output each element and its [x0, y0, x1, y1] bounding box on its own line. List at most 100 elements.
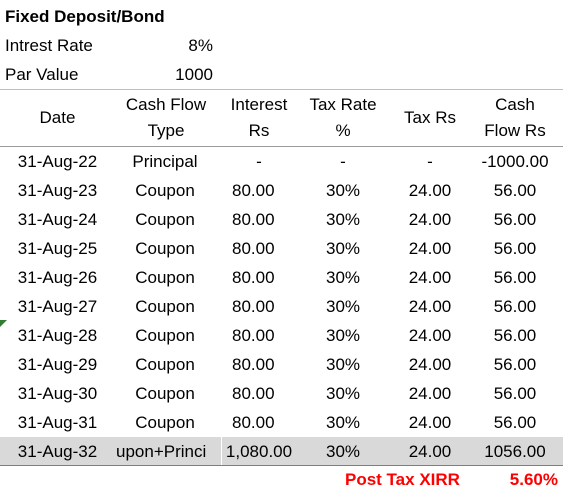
cell-tax-rate[interactable]: 30% — [325, 413, 361, 432]
cell-cash-flow[interactable]: 56.00 — [493, 326, 537, 345]
table-row: 31-Aug-30 Coupon 80.00 30% 24.00 56.00 — [0, 379, 563, 408]
cell-cash-flow[interactable]: 56.00 — [493, 268, 537, 287]
cell-cash-flow[interactable]: -1000.00 — [481, 152, 549, 171]
cell-cash-flow[interactable]: 56.00 — [493, 297, 537, 316]
cell-type[interactable]: Coupon — [135, 355, 195, 374]
cell-tax-rate[interactable]: 30% — [325, 384, 361, 403]
header-cf-line2: Flow Rs — [484, 121, 546, 140]
cell-tax-rate[interactable]: - — [340, 152, 346, 171]
header-interest-line1: Interest — [230, 95, 288, 114]
cell-tax-rate[interactable]: 30% — [325, 442, 361, 461]
cell-date[interactable]: 31-Aug-22 — [17, 152, 98, 171]
cell-tax[interactable]: 24.00 — [408, 384, 452, 403]
cell-interest[interactable]: 80.00 — [232, 355, 275, 374]
cell-cash-flow[interactable]: 56.00 — [493, 181, 537, 200]
cell-interest[interactable]: - — [256, 152, 262, 171]
header-interest[interactable]: Interest Rs — [222, 90, 296, 146]
cell-date[interactable]: 31-Aug-25 — [17, 239, 98, 258]
cell-type[interactable]: Coupon — [135, 181, 195, 200]
cell-cash-flow[interactable]: 56.00 — [493, 355, 537, 374]
cell-date[interactable]: 31-Aug-30 — [17, 384, 98, 403]
cell-interest[interactable]: 80.00 — [232, 210, 275, 229]
cell-tax[interactable]: 24.00 — [408, 355, 452, 374]
cell-tax[interactable]: 24.00 — [408, 442, 452, 461]
cell-type[interactable]: Coupon — [135, 413, 195, 432]
header-tax-label: Tax Rs — [404, 108, 456, 127]
header-tax-rate[interactable]: Tax Rate % — [298, 90, 388, 146]
header-rate-line2: % — [335, 121, 351, 140]
cell-interest[interactable]: 80.00 — [232, 384, 275, 403]
header-top-border — [0, 89, 563, 90]
cell-cash-flow[interactable]: 1056.00 — [484, 442, 546, 461]
sheet-title[interactable]: Fixed Deposit/Bond — [5, 7, 165, 26]
cell-tax[interactable]: 24.00 — [408, 210, 452, 229]
header-bottom-border — [0, 146, 563, 147]
header-tax-rs[interactable]: Tax Rs — [390, 90, 470, 146]
cell-tax-rate[interactable]: 30% — [325, 181, 361, 200]
cell-type[interactable]: Coupon — [135, 326, 195, 345]
cell-type[interactable]: Coupon — [135, 268, 195, 287]
cell-interest[interactable]: 1,080.00 — [225, 442, 293, 461]
cell-tax[interactable]: 24.00 — [408, 326, 452, 345]
table-row: 31-Aug-23 Coupon 80.00 30% 24.00 56.00 — [0, 176, 563, 205]
cell-date[interactable]: 31-Aug-27 — [17, 297, 98, 316]
xirr-label[interactable]: Post Tax XIRR — [345, 470, 460, 489]
interest-rate-label[interactable]: Intrest Rate — [5, 36, 93, 55]
cell-cash-flow[interactable]: 56.00 — [493, 413, 537, 432]
table-row: 31-Aug-29 Coupon 80.00 30% 24.00 56.00 — [0, 350, 563, 379]
cash-flow-table-body: 31-Aug-22 Principal - - - -1000.00 31-Au… — [0, 147, 563, 466]
cell-tax-rate[interactable]: 30% — [325, 268, 361, 287]
cell-tax[interactable]: 24.00 — [408, 297, 452, 316]
cell-tax-rate[interactable]: 30% — [325, 355, 361, 374]
header-type-line2: Type — [147, 121, 185, 140]
cell-tax[interactable]: 24.00 — [408, 413, 452, 432]
cell-type[interactable]: Coupon — [135, 239, 195, 258]
cell-date[interactable]: 31-Aug-32 — [17, 442, 98, 461]
cell-date[interactable]: 31-Aug-31 — [17, 413, 98, 432]
par-value-label[interactable]: Par Value — [5, 65, 79, 84]
cell-cash-flow[interactable]: 56.00 — [493, 384, 537, 403]
cell-tax[interactable]: 24.00 — [408, 268, 452, 287]
cell-tax[interactable]: 24.00 — [408, 239, 452, 258]
table-row: 31-Aug-22 Principal - - - -1000.00 — [0, 147, 563, 176]
header-type-line1: Cash Flow — [125, 95, 207, 114]
cell-tax[interactable]: - — [427, 152, 433, 171]
comment-indicator-icon[interactable] — [0, 320, 7, 327]
cell-interest[interactable]: 80.00 — [232, 268, 275, 287]
cell-interest[interactable]: 80.00 — [232, 297, 275, 316]
cell-tax[interactable]: 24.00 — [408, 181, 452, 200]
cell-interest[interactable]: 80.00 — [232, 181, 275, 200]
cell-tax-rate[interactable]: 30% — [325, 210, 361, 229]
header-interest-line2: Rs — [248, 121, 270, 140]
cell-date[interactable]: 31-Aug-29 — [17, 355, 98, 374]
table-row: 31-Aug-28 Coupon 80.00 30% 24.00 56.00 — [0, 321, 563, 350]
header-cf-line1: Cash — [495, 95, 535, 114]
header-cash-flow-rs[interactable]: Cash Flow Rs — [472, 90, 558, 146]
cell-type[interactable]: Coupon — [135, 210, 195, 229]
par-value-value[interactable]: 1000 — [175, 65, 213, 84]
cell-tax-rate[interactable]: 30% — [325, 239, 361, 258]
cell-date[interactable]: 31-Aug-23 — [17, 181, 98, 200]
cell-type[interactable]: upon+Princi — [110, 437, 222, 466]
cell-date[interactable]: 31-Aug-24 — [17, 210, 98, 229]
table-row: 31-Aug-27 Coupon 80.00 30% 24.00 56.00 — [0, 292, 563, 321]
cell-type[interactable]: Coupon — [135, 384, 195, 403]
interest-rate-value[interactable]: 8% — [188, 36, 213, 55]
cell-type[interactable]: Coupon — [135, 297, 195, 316]
cell-interest[interactable]: 80.00 — [232, 326, 275, 345]
cell-interest[interactable]: 80.00 — [232, 413, 275, 432]
cell-tax-rate[interactable]: 30% — [325, 297, 361, 316]
cell-type[interactable]: Principal — [132, 152, 198, 171]
header-cash-flow-type[interactable]: Cash Flow Type — [110, 90, 222, 146]
cell-interest[interactable]: 80.00 — [232, 239, 275, 258]
cell-cash-flow[interactable]: 56.00 — [493, 239, 537, 258]
cell-date[interactable]: 31-Aug-26 — [17, 268, 98, 287]
cell-tax-rate[interactable]: 30% — [325, 326, 361, 345]
cell-cash-flow[interactable]: 56.00 — [493, 210, 537, 229]
table-bottom-border — [0, 465, 563, 466]
table-row: 31-Aug-24 Coupon 80.00 30% 24.00 56.00 — [0, 205, 563, 234]
cell-date[interactable]: 31-Aug-28 — [17, 326, 98, 345]
xirr-value[interactable]: 5.60% — [509, 470, 558, 489]
header-date[interactable]: Date — [5, 90, 110, 146]
